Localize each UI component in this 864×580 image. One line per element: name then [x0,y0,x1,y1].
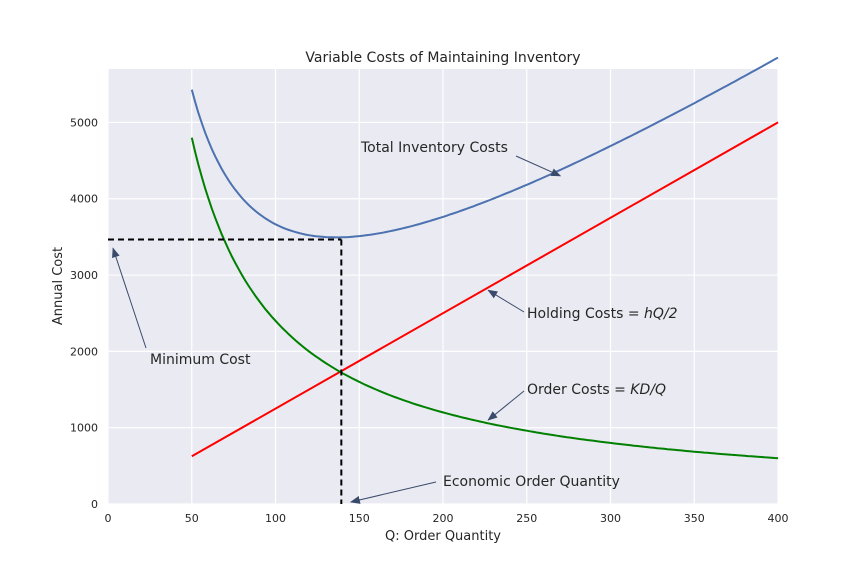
y-tick-label: 4000 [70,193,98,206]
y-tick-label: 5000 [70,116,98,129]
annotations [112,155,562,504]
x-tick-label: 200 [433,512,454,525]
x-tick-label: 400 [768,512,789,525]
x-tick-label: 0 [105,512,112,525]
x-tick-label: 350 [684,512,705,525]
x-tick-label: 300 [600,512,621,525]
y-tick-label: 2000 [70,345,98,358]
order-label-text: Order Costs = [527,382,630,398]
arrow-order-costs [487,390,525,421]
y-tick-label: 0 [91,498,98,511]
x-axis-label: Q: Order Quantity [385,529,501,544]
annotation-minimum-cost: Minimum Cost [150,352,251,368]
x-tick-label: 150 [349,512,370,525]
series-lines [190,56,779,460]
arrow-eoq [349,481,437,504]
arrow-total-inventory [515,155,562,177]
y-axis-label: Annual Cost [51,247,66,325]
eoq-guides [108,238,343,504]
order-formula: KD/Q [630,382,666,398]
x-tick-label: 50 [185,512,199,525]
annotation-holding-costs: Holding Costs = hQ/2 [527,306,678,322]
series-line-order-costs [190,137,779,460]
series-line-total-inventory-costs [190,56,779,239]
grid [107,69,779,505]
annotation-total-inventory: Total Inventory Costs [360,140,508,156]
holding-formula: hQ/2 [644,306,678,322]
y-tick-label: 1000 [70,422,98,435]
annotation-eoq: Economic Order Quantity [443,474,620,490]
arrow-holding-costs [487,289,525,313]
arrow-minimum-cost [112,247,147,349]
y-tick-label: 3000 [70,269,98,282]
holding-label-text: Holding Costs = [527,306,644,322]
annotation-order-costs: Order Costs = KD/Q [527,382,666,398]
chart-title: Variable Costs of Maintaining Inventory [305,50,580,66]
tick-labels: 0 50 100 150 200 250 300 350 4000100020003000400… [70,116,789,525]
x-tick-label: 100 [265,512,286,525]
series-line-holding-costs [191,121,779,458]
x-tick-label: 250 [516,512,537,525]
